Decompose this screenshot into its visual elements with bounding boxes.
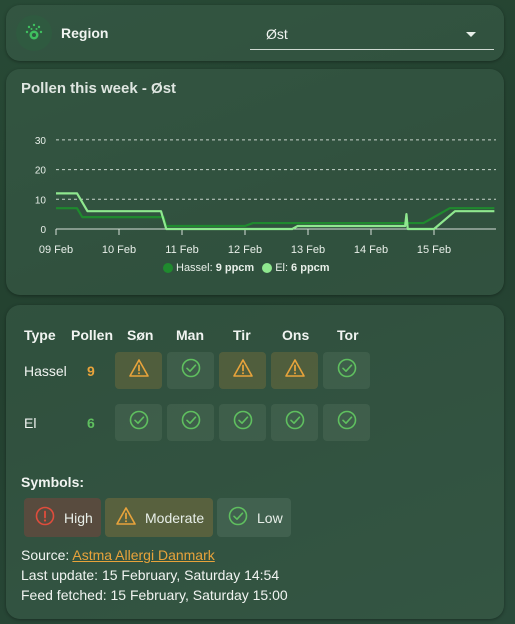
row-pollen-value: 6 xyxy=(87,415,95,431)
symbol-high: High xyxy=(24,498,101,537)
warning-triangle-icon xyxy=(284,357,306,384)
table-header-2: Søn xyxy=(127,327,154,343)
forecast-cell-low xyxy=(219,404,266,441)
check-circle-icon xyxy=(128,409,150,436)
x-tick-label: 09 Feb xyxy=(39,244,73,256)
legend-hassel-label: Hassel: xyxy=(176,262,213,274)
forecast-cell-low xyxy=(167,404,214,441)
table-header-1: Pollen xyxy=(71,327,114,343)
feed-fetched: Feed fetched: 15 February, Saturday 15:0… xyxy=(21,587,288,603)
legend-el-label: El: xyxy=(275,262,289,274)
warning-triangle-icon xyxy=(115,505,137,530)
legend-hassel-value: 9 ppcm xyxy=(215,262,255,274)
region-card: Region Øst xyxy=(6,5,504,61)
source-line: Source: Astma Allergi Danmark xyxy=(21,547,215,563)
y-tick-label: 30 xyxy=(35,136,47,147)
check-circle-icon xyxy=(180,357,202,384)
legend-el-value: 6 ppcm xyxy=(291,262,330,274)
pollen-icon xyxy=(16,15,52,51)
symbol-moderate-label: Moderate xyxy=(145,509,205,526)
table-header-5: Ons xyxy=(282,327,310,343)
x-tick-label: 13 Feb xyxy=(291,244,325,256)
forecast-cell-low xyxy=(167,352,214,389)
forecast-cell-low xyxy=(323,404,370,441)
forecast-cell-moderate xyxy=(271,352,318,389)
check-circle-icon xyxy=(227,505,249,530)
source-link[interactable]: Astma Allergi Danmark xyxy=(72,547,215,563)
legend-dot-el xyxy=(262,263,273,273)
region-select[interactable]: Øst xyxy=(250,15,494,50)
check-circle-icon xyxy=(336,357,358,384)
last-update: Last update: 15 February, Saturday 14:54 xyxy=(21,567,280,583)
symbols-title: Symbols: xyxy=(21,474,85,490)
check-circle-icon xyxy=(232,409,254,436)
check-circle-icon xyxy=(336,409,358,436)
check-circle-icon xyxy=(180,409,202,436)
x-tick-label: 15 Feb xyxy=(417,244,451,256)
chart-card: Pollen this week - Øst 0 10 20 30 09 Feb 10 F… xyxy=(6,69,504,295)
table-header-4: Tir xyxy=(233,327,251,343)
table-header-0: Type xyxy=(24,327,56,343)
chevron-down-icon[interactable] xyxy=(466,32,476,37)
x-tick-label: 12 Feb xyxy=(228,244,262,256)
forecast-cell-low xyxy=(271,404,318,441)
table-header-6: Tor xyxy=(337,327,359,343)
forecast-cell-low xyxy=(115,404,162,441)
row-pollen-value: 9 xyxy=(87,363,95,379)
region-label: Region xyxy=(61,25,109,41)
warning-triangle-icon xyxy=(232,357,254,384)
forecast-cell-low xyxy=(323,352,370,389)
check-circle-icon xyxy=(284,409,306,436)
series-line-hassel xyxy=(56,207,495,228)
legend-item-el[interactable]: El: 6 ppcm xyxy=(262,262,330,274)
symbol-low-label: Low xyxy=(257,509,283,526)
symbol-moderate: Moderate xyxy=(105,498,213,537)
forecast-cell-moderate xyxy=(219,352,266,389)
y-tick-label: 20 xyxy=(35,166,47,177)
region-select-value: Øst xyxy=(266,26,288,42)
x-tick-label: 10 Feb xyxy=(102,244,136,256)
x-tick-label: 11 Feb xyxy=(165,244,198,256)
chart-legend: Hassel: 9 ppcm El: 6 ppcm xyxy=(163,262,330,274)
series-line-el xyxy=(56,192,495,231)
source-label: Source: xyxy=(21,547,73,563)
x-tick-label: 14 Feb xyxy=(354,244,388,256)
y-tick-label: 0 xyxy=(40,225,46,236)
forecast-cell-moderate xyxy=(115,352,162,389)
symbol-low: Low xyxy=(217,498,291,537)
legend-item-hassel[interactable]: Hassel: 9 ppcm xyxy=(163,262,254,274)
alert-circle-icon xyxy=(34,505,56,530)
y-tick-label: 10 xyxy=(35,195,47,206)
table-header-3: Man xyxy=(176,327,204,343)
symbol-high-label: High xyxy=(64,509,93,526)
row-type-label: Hassel xyxy=(24,363,67,379)
pollen-table-card: Type Pollen Søn Man Tir Ons Tor Hassel 9 El 6 Symb… xyxy=(6,305,504,619)
legend-dot-hassel xyxy=(163,263,173,273)
warning-triangle-icon xyxy=(128,357,150,384)
pollen-chart: 0 10 20 30 09 Feb 10 Feb 11 Feb 12 Feb 13 Feb 14 … xyxy=(35,136,496,256)
row-type-label: El xyxy=(24,415,37,431)
chart-title: Pollen this week - Øst xyxy=(21,80,177,97)
